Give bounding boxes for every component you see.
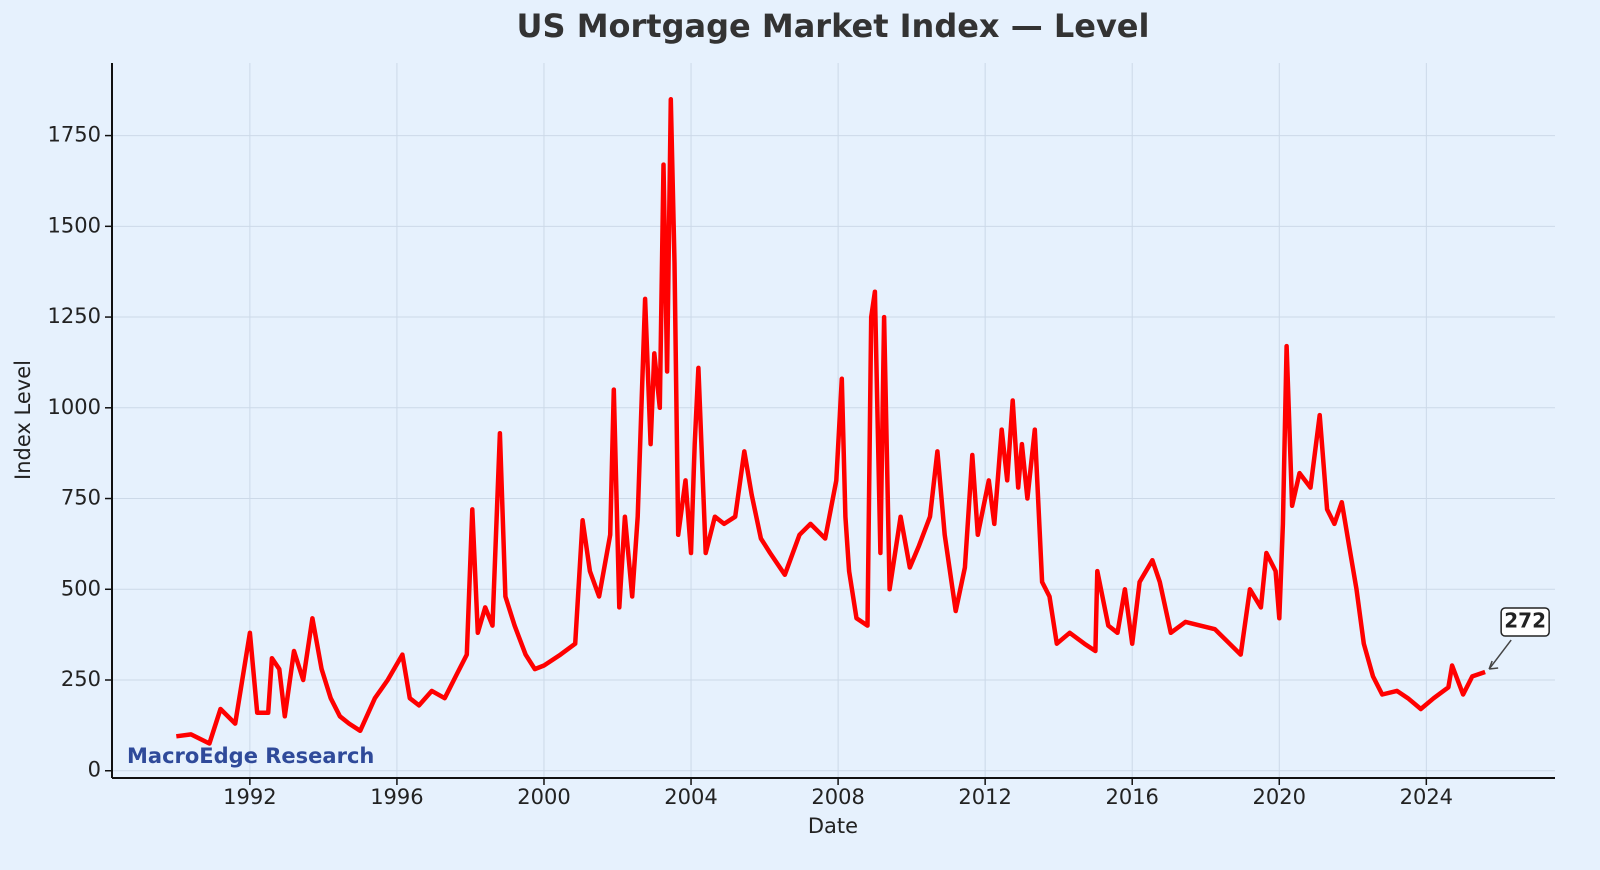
y-tick-label: 500 <box>61 576 101 600</box>
x-tick-label: 1996 <box>370 785 423 809</box>
line-series <box>176 97 1486 746</box>
y-tick-label: 1500 <box>48 213 101 237</box>
y-axis-label: Index Level <box>11 360 35 480</box>
y-tick-label: 1750 <box>48 123 101 147</box>
watermark: MacroEdge Research <box>127 744 374 768</box>
x-tick-label: 2000 <box>517 785 570 809</box>
x-tick-label: 2004 <box>664 785 717 809</box>
y-tick-label: 0 <box>88 758 101 782</box>
annotation-arrow <box>1488 639 1512 670</box>
x-axis-label: Date <box>808 814 858 838</box>
grid <box>112 63 1555 778</box>
annotation-label: 272 <box>1504 609 1546 633</box>
y-tick-label: 1000 <box>48 395 101 419</box>
y-tick-label: 750 <box>61 486 101 510</box>
x-tick-label: 2012 <box>958 785 1011 809</box>
x-tick-label: 1992 <box>223 785 276 809</box>
x-tick-label: 2024 <box>1400 785 1453 809</box>
chart-title: US Mortgage Market Index — Level <box>517 7 1150 45</box>
x-tick-label: 2016 <box>1105 785 1158 809</box>
x-tick-label: 2008 <box>811 785 864 809</box>
y-tick-label: 250 <box>61 667 101 691</box>
annotation-arrowhead <box>1488 660 1499 670</box>
y-tick-label: 1250 <box>48 304 101 328</box>
annotation-box <box>1500 607 1550 637</box>
plot <box>176 97 1486 746</box>
x-tick-label: 2020 <box>1253 785 1306 809</box>
